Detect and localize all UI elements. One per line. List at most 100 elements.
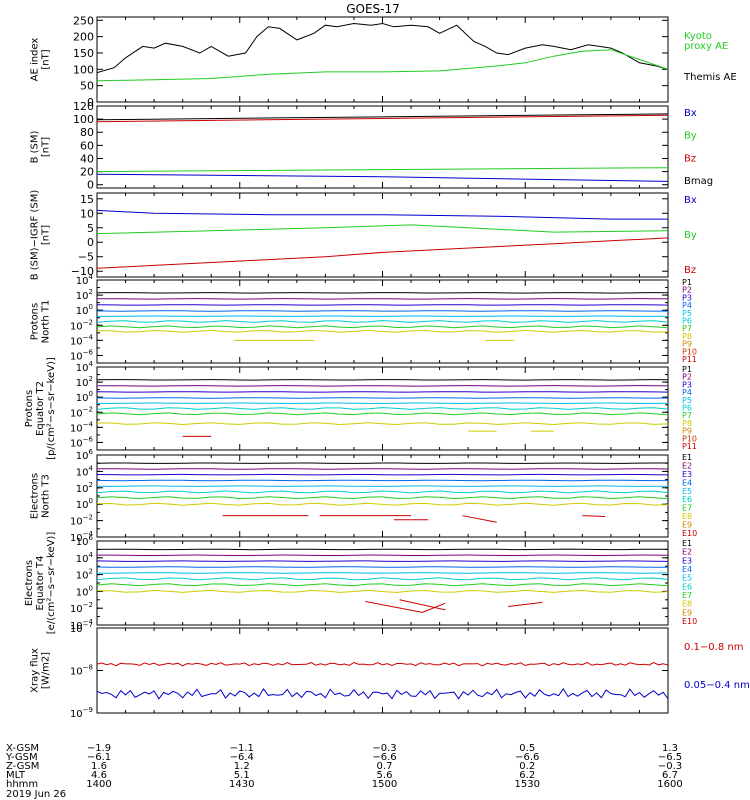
y-tick-label: 5 [87,222,94,235]
channel-label: P2 [682,373,692,382]
channel-label: P8 [682,332,692,341]
panel-data [97,292,668,341]
channel-segment [582,515,606,517]
y-tick-label: 100 [76,390,93,404]
channel-label: E9 [682,521,692,530]
panel-frame [96,454,669,538]
channel-label: E10 [682,617,697,626]
x-tick-label: 1.2 [234,761,250,772]
series-line [97,114,668,123]
channel-label: P1 [682,365,692,374]
series-label: By [684,131,697,142]
x-tick-label: 6.2 [519,770,535,781]
y-tick-label: 100 [76,584,93,598]
channel-line [97,496,668,500]
channel-segment [399,599,446,611]
channel-label: P10 [682,434,697,443]
y-tick-label: 200 [73,31,94,44]
series-label: Bmag [684,176,713,187]
y-tick-label: 10−4 [70,420,94,434]
channel-line [97,490,668,494]
y-tick-label: 10−2 [70,318,93,332]
channel-label: P10 [682,347,697,356]
y-tick-label: 10−2 [70,514,93,528]
y-tick-label: 104 [76,360,94,374]
channel-line [97,407,668,410]
channel-label: E3 [682,470,692,479]
x-row-label: hhmm [6,779,38,790]
panel-frame [96,540,669,626]
channel-line [97,397,668,399]
channel-label: P4 [682,388,692,397]
y-tick-label: 10−9 [70,706,93,720]
channel-line [97,473,668,476]
channel-label: P2 [682,286,692,295]
y-tick-label: 100 [76,497,93,511]
series-line [97,209,668,220]
plot-title: GOES-17 [346,2,400,16]
y-tick-label: 106 [76,534,94,548]
channel-segment [508,601,543,608]
y-tick-label: 10−2 [70,601,93,615]
channel-label: P1 [682,278,692,287]
series-line [97,49,668,82]
channel-label: E4 [682,565,692,574]
channel-line [97,554,668,557]
y-tick-label: −10 [71,265,94,278]
channel-label: P9 [682,427,692,436]
channel-line [97,577,668,581]
channel-label: P4 [682,301,692,310]
channel-line [97,572,668,574]
channel-line [97,298,668,300]
channel-line [97,292,668,294]
y-tick-label: 10−2 [70,405,93,419]
y-tick-label: 120 [73,100,94,113]
x-tick-label: 4.6 [91,770,107,781]
y-tick-label: 10−8 [70,664,93,678]
y-tick-label: 20 [80,166,94,179]
x-tick-label: 1.6 [91,761,107,772]
series-label: proxy AE [684,41,728,52]
channel-label: E5 [682,574,692,583]
series-line [97,237,668,269]
channel-label: E3 [682,556,692,565]
series-line [97,173,668,182]
y-tick-label: 100 [73,63,94,76]
panel-data [97,661,668,700]
channel-label: P11 [682,355,697,364]
channel-label: E7 [682,504,692,513]
y-tick-label: 60 [80,139,94,152]
y-tick-label: 10 [80,207,94,220]
panel-frame [96,16,669,103]
panel-data [97,22,668,82]
y-tick-label: 100 [76,303,93,317]
y-axis-label: B (SM)[nT] [30,130,52,163]
channel-line [97,320,668,323]
channel-label: P3 [682,293,692,302]
x-row-label: 2019 Jun 26 [6,789,66,800]
y-tick-label: 40 [80,152,94,165]
channel-line [97,379,668,381]
x-tick-label: −6.4 [230,752,254,763]
y-axis-label: AE index[nT] [30,38,52,82]
channel-label: E6 [682,495,692,504]
channel-label: E8 [682,512,692,521]
x-tick-label: −0.3 [372,743,396,754]
channel-label: P8 [682,419,692,428]
channel-label: E1 [682,539,692,548]
y-axis-label: ElectronsNorth T3 [30,473,52,519]
channel-label: P9 [682,340,692,349]
x-tick-label: −6.6 [515,752,539,763]
channel-line [97,548,668,551]
channel-line [97,385,668,387]
y-tick-label: 10−4 [70,333,94,347]
channel-label: E7 [682,591,692,600]
x-tick-label: 0.2 [519,761,535,772]
channel-line [97,502,668,506]
y-axis-label: ProtonsNorth T1 [30,300,52,344]
channel-label: P6 [682,404,692,413]
